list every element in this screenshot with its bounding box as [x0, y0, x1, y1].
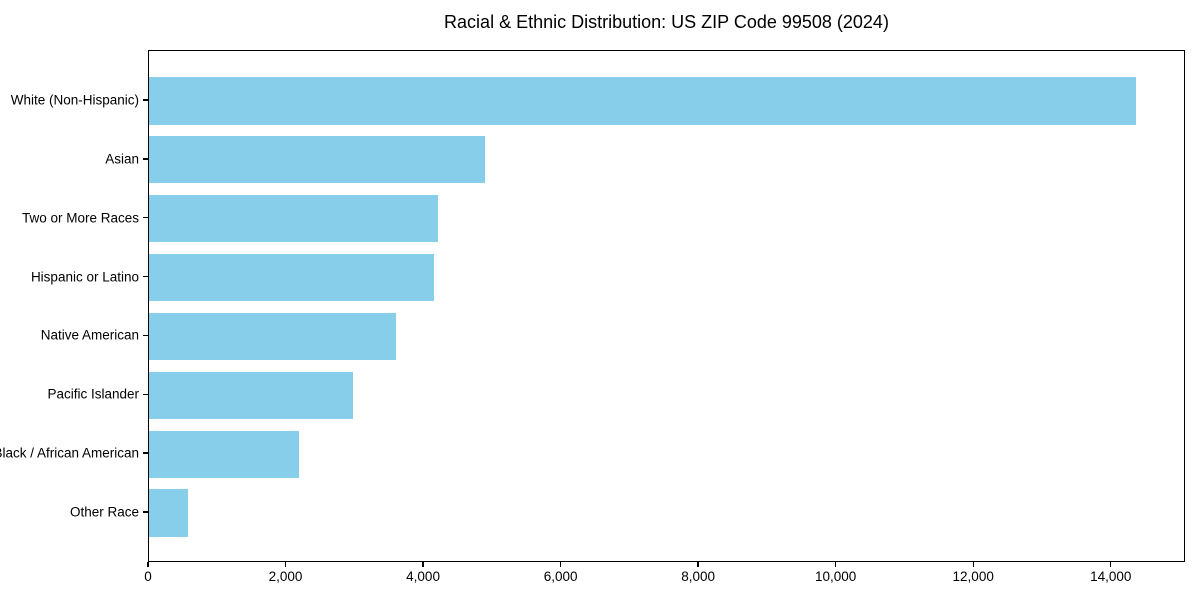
y-tick-mark: [143, 511, 148, 513]
bar-white-non-hispanic: [149, 77, 1137, 125]
x-tick-mark: [697, 562, 699, 567]
x-tick-label: 6,000: [543, 569, 578, 584]
x-tick-label: 8,000: [681, 569, 716, 584]
y-tick-mark: [143, 158, 148, 160]
x-tick-label: 12,000: [952, 569, 994, 584]
y-tick-label: Hispanic or Latino: [30, 269, 139, 285]
x-tick-mark: [559, 562, 562, 567]
y-tick-mark: [143, 452, 148, 454]
bar-asian: [149, 136, 486, 184]
x-tick-mark: [1110, 562, 1112, 567]
x-tick-mark: [422, 562, 424, 567]
bar-hispanic-or-latino: [149, 254, 435, 302]
bar-two-or-more-races: [149, 195, 439, 243]
chart-title: Racial & Ethnic Distribution: US ZIP Cod…: [444, 12, 889, 32]
x-tick-mark: [835, 562, 837, 567]
y-tick-label: White (Non-Hispanic): [10, 92, 139, 108]
y-tick-mark: [143, 217, 148, 219]
bar-black-african-american: [149, 430, 300, 478]
x-tick-mark: [147, 562, 149, 567]
x-tick-label: 14,000: [1090, 569, 1132, 584]
y-tick-label: Native American: [40, 327, 139, 343]
x-tick-label: 0: [144, 569, 152, 584]
y-tick-mark: [143, 393, 148, 395]
bar-native-american: [149, 312, 396, 360]
y-tick-mark: [143, 275, 148, 278]
x-tick-label: 4,000: [406, 569, 440, 584]
y-tick-label: Pacific Islander: [47, 386, 139, 402]
y-tick-label: Black / African American: [0, 445, 139, 461]
y-tick-mark: [143, 334, 148, 337]
y-tick-label: Other Race: [69, 504, 139, 520]
bar-pacific-islander: [149, 371, 354, 419]
y-tick-mark: [143, 99, 148, 101]
x-tick-label: 2,000: [268, 569, 303, 584]
x-tick-mark: [972, 562, 974, 567]
y-tick-label: Asian: [105, 151, 139, 167]
x-tick-mark: [284, 562, 287, 567]
plot-area: [148, 50, 1185, 562]
x-tick-label: 10,000: [815, 569, 857, 584]
bar-other-race: [149, 489, 189, 537]
y-tick-label: Two or More Races: [21, 210, 139, 226]
